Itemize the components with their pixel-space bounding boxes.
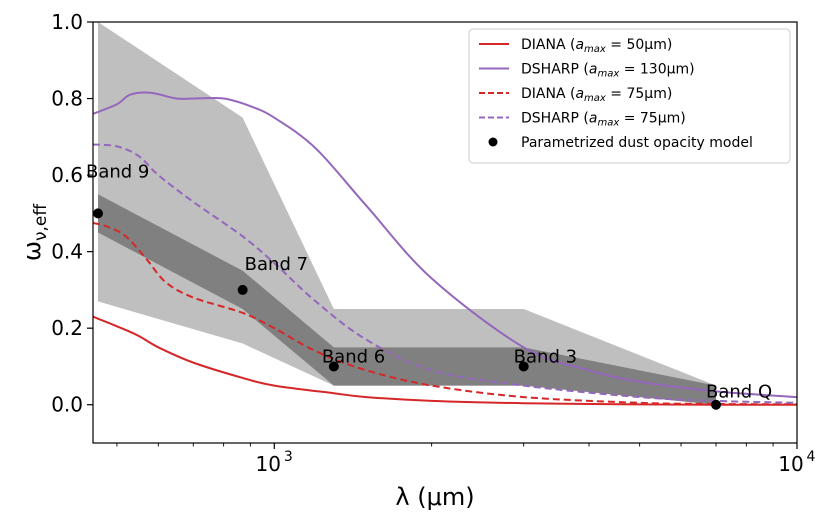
- model-curves: [93, 91, 797, 406]
- y-axis-label-main: ω: [18, 241, 46, 261]
- legend-label-part: = 75μm): [606, 86, 672, 102]
- legend-label-part: max: [584, 93, 606, 104]
- legend-label-part: a: [589, 111, 598, 127]
- x-tick-exponent: 4: [807, 449, 816, 465]
- legend-label-parametrized-dust-opacity-model: Parametrized dust opacity model: [521, 135, 753, 151]
- legend-label-part: a: [575, 37, 584, 53]
- y-tick-label: 0.2: [51, 316, 83, 340]
- data-point-band-7: [237, 284, 248, 295]
- y-tick-label: 0.8: [51, 87, 83, 111]
- legend-label-part: = 130μm): [619, 62, 694, 78]
- data-point-band-6: [328, 361, 339, 372]
- legend-box: [468, 28, 791, 164]
- legend-label-part: max: [597, 118, 619, 129]
- y-axis-label: ων,eff: [18, 203, 51, 261]
- diana-amax-75-dashed-line: [93, 221, 797, 406]
- data-point-band-q: [711, 399, 722, 410]
- dsharp-amax-130-line: [93, 91, 797, 399]
- legend-label-part: a: [589, 62, 598, 78]
- x-tick-exponent: 3: [284, 449, 293, 465]
- legend-label-part: = 50μm): [606, 37, 672, 53]
- legend-marker-parametrized-dust-opacity-model: [488, 137, 498, 147]
- legend-label-diana-amax-50-m-: DIANA (amax = 50μm): [521, 37, 672, 55]
- plot-frame: [92, 21, 798, 444]
- label-band-3: Band 3: [514, 346, 577, 367]
- x-axis-label: λ (μm): [395, 483, 474, 511]
- legend-label-dsharp-amax-130-m-: DSHARP (amax = 130μm): [521, 62, 695, 80]
- label-band-9: Band 9: [86, 161, 149, 182]
- y-axis-label-sub: ν,eff: [31, 203, 51, 241]
- dsharp-amax-75-dashed-line: [93, 143, 797, 404]
- legend-label-part: max: [597, 69, 619, 80]
- legend-label-part: DSHARP (: [521, 62, 589, 78]
- legend: DIANA (amax = 50μm)DSHARP (amax = 130μm)…: [468, 28, 791, 164]
- axes: 0.00.20.40.60.81.010 3 10 4λ (μm)ων,eff: [18, 10, 816, 511]
- band-data-points: Band 9 Band 7 Band 6 Band 3 Band Q: [86, 161, 772, 410]
- y-tick-label: 0.6: [51, 163, 83, 187]
- y-tick-label: 0.4: [51, 240, 83, 264]
- data-point-band-3: [518, 361, 529, 372]
- label-band-6: Band 6: [322, 346, 385, 367]
- legend-label-part: max: [584, 44, 606, 55]
- label-band-7: Band 7: [245, 254, 308, 275]
- x-tick-label-1e3: 10: [256, 452, 281, 476]
- legend-label-diana-amax-75-m-: DIANA (amax = 75μm): [521, 86, 672, 104]
- x-tick-label-1e4: 10: [778, 452, 803, 476]
- legend-label-part: DIANA (: [521, 37, 575, 53]
- y-tick-label: 0.0: [51, 393, 83, 417]
- legend-label-part: DIANA (: [521, 86, 575, 102]
- label-band-q: Band Q: [706, 382, 772, 403]
- legend-label-dsharp-amax-75-m-: DSHARP (amax = 75μm): [521, 111, 686, 129]
- legend-label-part: a: [575, 86, 584, 102]
- y-tick-label: 1.0: [51, 10, 83, 34]
- diana-amax-50-line: [93, 315, 797, 406]
- data-point-band-9: [92, 208, 103, 219]
- legend-label-part: = 75μm): [619, 111, 685, 127]
- legend-label-part: DSHARP (: [521, 111, 589, 127]
